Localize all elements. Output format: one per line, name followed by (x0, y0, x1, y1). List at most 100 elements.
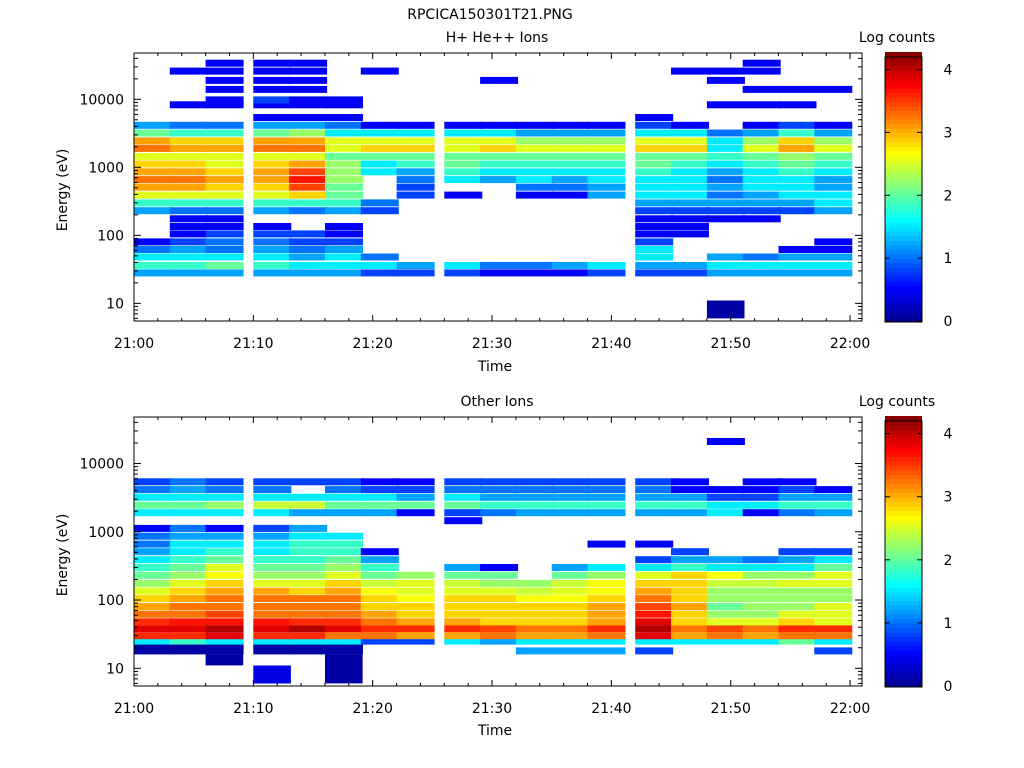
heatmap-cell (671, 67, 709, 75)
heatmap-cell (205, 215, 244, 223)
heatmap-cell (706, 76, 745, 84)
heatmap-cell (396, 183, 435, 191)
heatmap-cell (551, 564, 590, 571)
heatmap-cell (169, 176, 208, 184)
heatmap-cell (778, 183, 817, 191)
heatmap-cell (635, 564, 674, 571)
heatmap-cell (515, 168, 554, 176)
heatmap-cell (706, 610, 745, 618)
heatmap-cell (253, 144, 292, 152)
heatmap-cell (778, 207, 817, 215)
heatmap-cell (134, 144, 172, 152)
heatmap-cell (325, 152, 363, 160)
heatmap-cell (169, 618, 208, 626)
heatmap-cell (169, 168, 208, 176)
heatmap-cell (480, 152, 519, 160)
heatmap-cell (635, 246, 674, 253)
heatmap-cell (169, 641, 208, 649)
heatmap-cell (360, 168, 399, 176)
heatmap-cell (360, 199, 399, 207)
heatmap-cell (134, 641, 172, 649)
heatmap-cell (169, 540, 208, 548)
heatmap-cell (289, 262, 328, 269)
heatmap-cell (134, 269, 172, 277)
heatmap-cell (253, 262, 292, 269)
heatmap-cell (289, 647, 328, 655)
heatmap-cell (778, 493, 817, 501)
heatmap-cell (360, 207, 399, 215)
colorbar-segment (885, 537, 922, 543)
colorbar-segment (885, 636, 922, 642)
heatmap-cell (289, 238, 328, 246)
heatmap-cell (480, 121, 519, 129)
heatmap-cell (515, 486, 554, 494)
heatmap-cell (289, 96, 328, 104)
colorbar: 0 1 2 3 4 (884, 52, 953, 330)
heatmap-cell (134, 595, 172, 603)
heatmap-cell (706, 176, 745, 184)
heatmap-cell (169, 625, 208, 633)
heatmap-cell (587, 493, 626, 501)
colorbar-segment (885, 582, 922, 588)
heatmap-cell (396, 579, 435, 587)
heatmap-cell (814, 564, 853, 571)
heatmap-cell (289, 548, 328, 556)
colorbar-segment (885, 173, 922, 179)
colorbar-tick-label: 2 (944, 188, 953, 204)
heatmap-cell (289, 129, 328, 137)
heatmap-cell (551, 571, 590, 579)
heatmap-cell (444, 618, 483, 626)
colorbar-segment (885, 244, 922, 250)
heatmap-cell (635, 501, 674, 509)
heatmap-cell (551, 637, 590, 645)
colorbar-segment (885, 668, 922, 674)
heatmap-cell (671, 191, 709, 199)
heatmap-cell (814, 137, 853, 145)
heatmap-cell (587, 571, 626, 579)
heatmap-cell (587, 176, 626, 184)
colorbar-segment (885, 438, 922, 444)
heatmap-cell (205, 654, 244, 666)
heatmap-cell (360, 637, 399, 645)
heatmap-cell (480, 637, 519, 645)
colorbar-segment (885, 519, 922, 525)
heatmap-cell (814, 625, 853, 633)
x-tick-label: 21:00 (114, 701, 154, 717)
heatmap-cell (396, 486, 435, 494)
heatmap-cell (205, 269, 244, 277)
heatmap-cell (205, 59, 244, 67)
heatmap-cell (169, 183, 208, 191)
heatmap-cell (325, 493, 363, 501)
heatmap-cell (205, 253, 244, 261)
heatmap-cell (253, 191, 292, 199)
heatmap-cell (444, 176, 483, 184)
colorbar-tick-label: 3 (944, 490, 953, 506)
colorbar-segment (885, 60, 922, 67)
colorbar-segment (885, 222, 922, 228)
heatmap-cell (289, 144, 328, 152)
heatmap-cell (551, 509, 590, 517)
heatmap-cell (325, 96, 363, 104)
heatmap-cell (169, 121, 208, 129)
heatmap-cell (169, 269, 208, 277)
heatmap-cell (253, 76, 292, 84)
heatmap-cell (706, 571, 745, 579)
plot-frame (133, 52, 863, 322)
colorbar-segment (885, 289, 922, 295)
heatmap-cell (396, 625, 435, 633)
heatmap-cell (205, 509, 244, 517)
heatmap-cell (635, 625, 674, 633)
heatmap-cell (289, 579, 328, 587)
heatmap-cell (253, 199, 292, 207)
heatmap-cell (706, 564, 745, 571)
heatmap-cell (205, 493, 244, 501)
heatmap-cell (814, 168, 853, 176)
y-axis-label: Energy (eV) (55, 149, 71, 232)
heatmap-cell (444, 501, 483, 509)
heatmap-cell (706, 67, 745, 75)
heatmap-cell (778, 191, 817, 199)
heatmap-cell (587, 137, 626, 145)
heatmap-cell (253, 253, 292, 261)
heatmap-cell (480, 486, 519, 494)
heatmap-cell (551, 262, 590, 269)
